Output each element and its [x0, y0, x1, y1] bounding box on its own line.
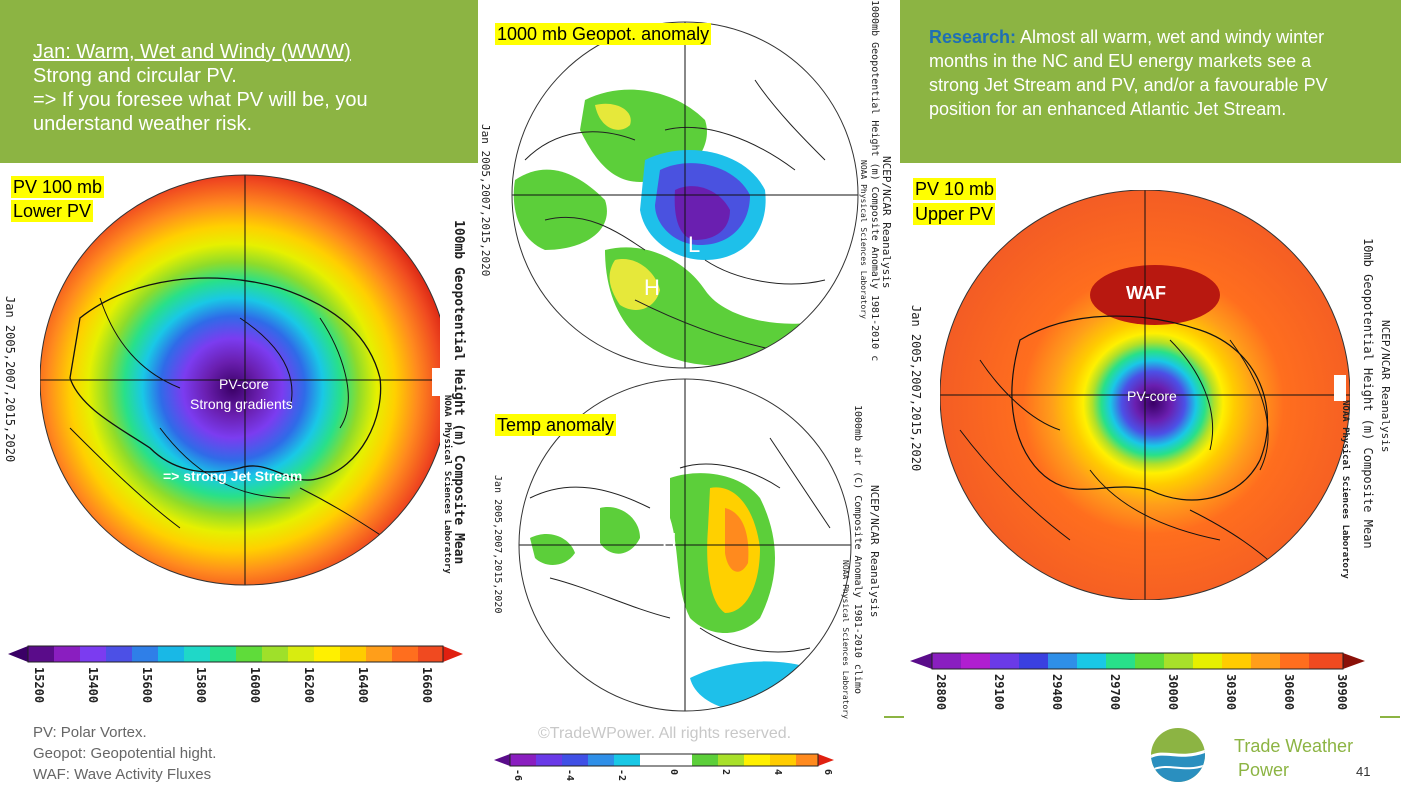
pv-core-label-left: PV-core	[219, 376, 269, 392]
left-tick-3: 15800	[194, 667, 208, 704]
jet-stream-label: => strong Jet Stream	[163, 468, 303, 484]
right-source-label-2: NOAA Physical Sciences Laboratory	[1340, 400, 1350, 579]
banner-right: Research: Almost all warm, wet and windy…	[900, 0, 1401, 163]
footnote-pv: PV: Polar Vortex.	[33, 724, 147, 741]
right-title-label: 10mb Geopotential Height (m) Composite M…	[1361, 238, 1375, 549]
left-tick-4: 16000	[248, 667, 262, 704]
colorbar-right	[910, 652, 1365, 670]
pv-core-label-right: PV-core	[1127, 388, 1177, 404]
right-tick-1: 29100	[992, 674, 1006, 711]
temp-tick-0: -6	[512, 769, 523, 782]
right-tick-7: 30900	[1335, 674, 1349, 711]
pv10-label: PV 10 mb	[913, 178, 997, 200]
temp-tick-4: 2	[720, 769, 731, 776]
right-tick-6: 30600	[1282, 674, 1296, 711]
copyright-notice: ©TradeWPower. All rights reserved.	[538, 725, 792, 742]
research-body: Almost all warm, wet and windy winter mo…	[929, 27, 1328, 119]
top-date-label: Jan 2005,2007,2015,2020	[479, 124, 492, 277]
bottom-source-label-2: NOAA Physical Sciences Laboratory	[841, 560, 850, 719]
left-tick-1: 15400	[86, 667, 100, 704]
banner-line-3: understand weather risk.	[33, 113, 253, 135]
page-number: 41	[1356, 764, 1371, 779]
left-tick-6: 16400	[356, 667, 370, 704]
right-tick-3: 29700	[1108, 674, 1122, 711]
footnotes: PV: Polar Vortex. Geopot: Geopotential h…	[33, 722, 216, 785]
temp-tick-6: 6	[822, 769, 833, 776]
high-pressure-label: H	[644, 275, 660, 300]
lower-pv-label: Lower PV	[11, 200, 94, 222]
right-colorbar-gap	[1334, 375, 1346, 401]
colorbar-left	[8, 645, 463, 663]
right-tick-2: 29400	[1050, 674, 1064, 711]
banner-left: Jan: Warm, Wet and Windy (WWW) Strong an…	[0, 0, 478, 163]
bottom-source-label-1: NCEP/NCAR Reanalysis	[868, 485, 881, 618]
geopot-anomaly-label: 1000 mb Geopot. anomaly	[495, 23, 712, 45]
trade-weather-power-logo	[1151, 728, 1205, 782]
research-text: Research: Almost all warm, wet and windy…	[929, 25, 1349, 121]
left-tick-5: 16200	[302, 667, 316, 704]
brand-line-1: Trade Weather	[1234, 736, 1354, 756]
left-tick-0: 15200	[32, 667, 46, 704]
left-date-label: Jan 2005,2007,2015,2020	[3, 296, 17, 463]
temp-tick-5: 4	[772, 769, 783, 776]
colorbar-temp	[494, 753, 834, 767]
temp-tick-2: -2	[616, 769, 627, 782]
research-keyword: Research:	[929, 27, 1017, 47]
slide-title: Jan: Warm, Wet and Windy (WWW)	[33, 41, 351, 63]
brand-name: Trade Weather Power	[1234, 734, 1353, 782]
bottom-date-label: Jan 2005,2007,2015,2020	[492, 475, 503, 614]
left-source-label: NOAA Physical Sciences Laboratory	[442, 395, 452, 574]
right-tick-0: 28800	[934, 674, 948, 711]
low-pressure-label: L	[688, 232, 701, 257]
footnote-geopot: Geopot: Geopotential hight.	[33, 745, 217, 762]
upper-pv-label: Upper PV	[913, 203, 996, 225]
left-tick-7: 16600	[420, 667, 434, 704]
right-tick-4: 30000	[1166, 674, 1180, 711]
strong-gradients-label: Strong gradients	[190, 396, 293, 412]
temp-high-label: H	[662, 530, 677, 552]
temp-tick-3: 0	[668, 769, 679, 776]
bottom-title-label: 1000mb air (C) Composite Anomaly 1981-20…	[852, 405, 863, 694]
right-date-label: Jan 2005,2007,2015,2020	[909, 305, 923, 472]
footnote-waf: WAF: Wave Activity Fluxes	[33, 766, 212, 783]
map-pv-10mb	[940, 190, 1350, 600]
divider-line	[884, 716, 904, 718]
left-tick-2: 15600	[140, 667, 154, 704]
banner-line-1: Strong and circular PV.	[33, 65, 237, 87]
banner-line-2: => If you foresee what PV will be, you	[33, 89, 368, 111]
temp-anomaly-label: Temp anomaly	[495, 414, 617, 436]
map-geopot-anomaly	[511, 21, 859, 369]
waf-label: WAF	[1126, 283, 1166, 303]
left-title-label: 100mb Geopotential Height (m) Composite …	[451, 220, 466, 565]
pv100-label: PV 100 mb	[11, 176, 105, 198]
top-source-label-1: NCEP/NCAR Reanalysis	[880, 156, 893, 289]
top-title-label: 1000mb Geopotential Height (m) Composite…	[869, 0, 880, 362]
right-source-label-1: NCEP/NCAR Reanalysis	[1379, 320, 1392, 453]
temp-tick-1: -4	[564, 769, 575, 782]
brand-line-2: Power	[1238, 760, 1290, 780]
left-colorbar-gap	[432, 368, 442, 396]
map-temp-anomaly	[518, 378, 852, 712]
divider-line-right	[1380, 716, 1400, 718]
map-pv-100mb	[40, 174, 440, 586]
top-source-label-2: NOAA Physical Sciences Laboratory	[859, 160, 868, 319]
right-tick-5: 30300	[1224, 674, 1238, 711]
